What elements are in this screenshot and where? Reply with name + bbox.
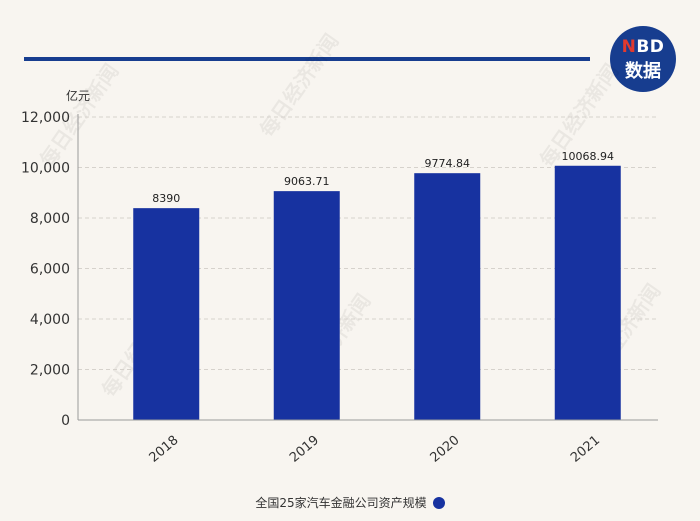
y-tick-label: 6,000 bbox=[30, 262, 70, 278]
bar bbox=[554, 165, 621, 420]
y-tick-label: 2,000 bbox=[30, 363, 70, 379]
x-tick-label: 2021 bbox=[568, 433, 603, 466]
x-tick-label: 2020 bbox=[428, 433, 463, 466]
legend-label: 全国25家汽车金融公司资产规模 bbox=[255, 496, 427, 510]
legend-swatch bbox=[432, 497, 445, 509]
data-label: 9063.71 bbox=[284, 175, 330, 188]
nbd-logo: NBD 数据 bbox=[610, 26, 676, 92]
x-tick-label: 2019 bbox=[287, 433, 322, 466]
y-tick-label: 4,000 bbox=[30, 312, 70, 328]
data-label: 9774.84 bbox=[425, 157, 471, 170]
bar bbox=[133, 208, 200, 420]
data-label: 10068.94 bbox=[562, 150, 615, 163]
y-tick-label: 12,000 bbox=[21, 110, 70, 126]
data-label: 8390 bbox=[152, 192, 180, 205]
y-axis-unit: 亿元 bbox=[66, 88, 90, 103]
y-tick-label: 8,000 bbox=[30, 211, 70, 227]
x-tick-label: 2018 bbox=[147, 433, 182, 466]
header-rule bbox=[24, 57, 590, 61]
bar bbox=[273, 191, 340, 420]
legend: 全国25家汽车金融公司资产规模 bbox=[0, 494, 700, 511]
bar bbox=[414, 173, 481, 420]
y-tick-label: 10,000 bbox=[21, 161, 70, 177]
y-tick-label: 0 bbox=[61, 413, 70, 429]
